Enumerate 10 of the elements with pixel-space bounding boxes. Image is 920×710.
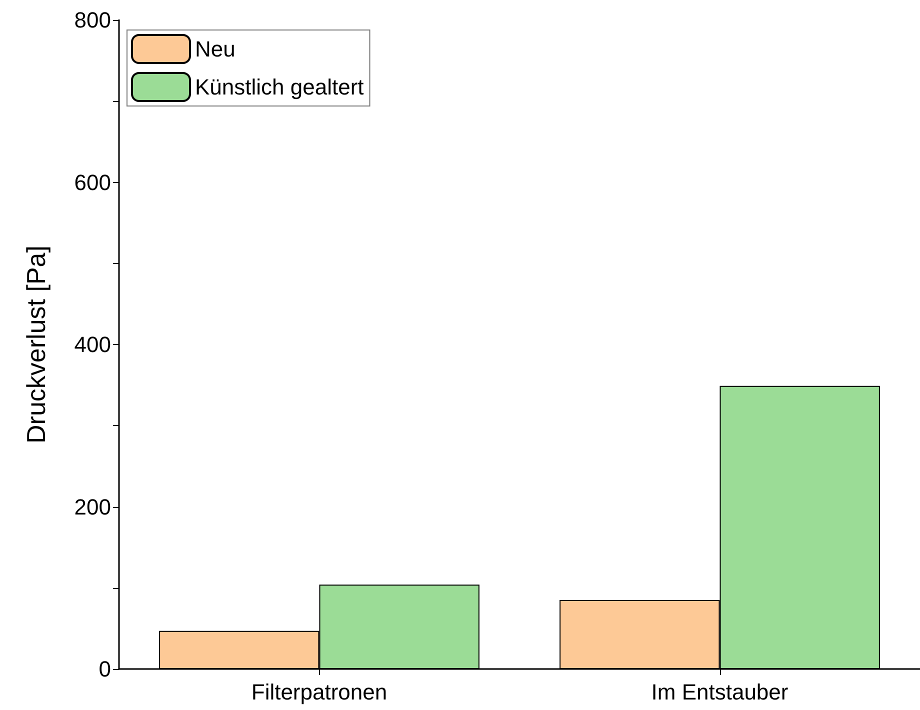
y-tick-label: 200 bbox=[74, 494, 111, 520]
y-tick-label: 600 bbox=[74, 170, 111, 195]
legend-label: Künstlich gealtert bbox=[195, 74, 364, 100]
y-axis-title: Druckverlust [Pa] bbox=[21, 246, 51, 444]
y-tick-label: 400 bbox=[74, 332, 111, 357]
x-tick-label: Filterpatronen bbox=[251, 680, 388, 704]
y-tick-label: 800 bbox=[74, 8, 111, 32]
y-tick-label: 0 bbox=[98, 656, 111, 682]
x-tick-label: Im Entstauber bbox=[651, 680, 788, 704]
legend-label: Neu bbox=[195, 36, 236, 62]
